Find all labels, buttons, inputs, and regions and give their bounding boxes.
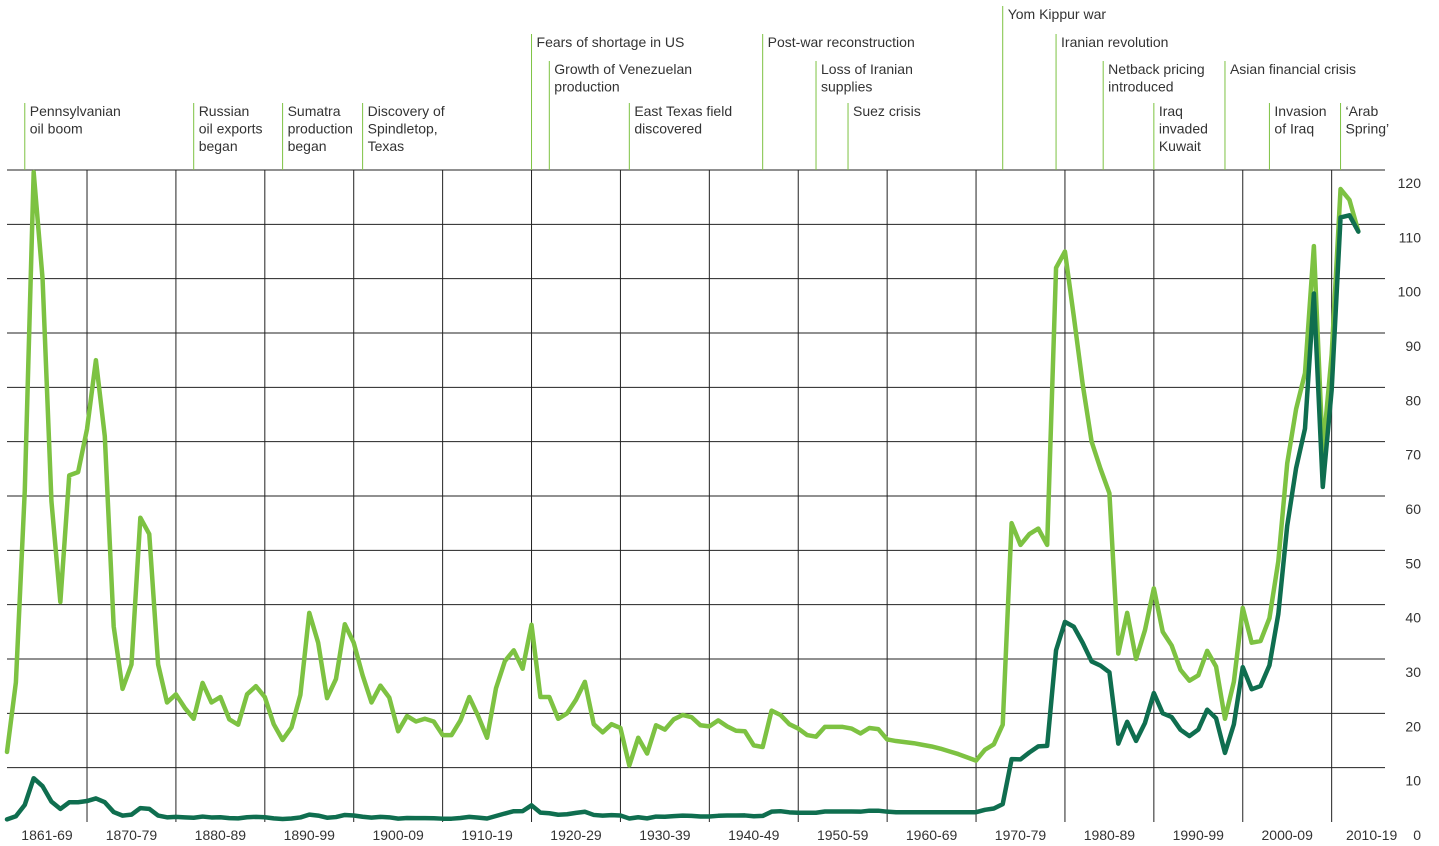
annotation-text: ‘Arab xyxy=(1346,103,1379,119)
annotation-text: Iranian revolution xyxy=(1061,34,1168,50)
annotation-text: Iraq xyxy=(1159,103,1183,119)
x-tick-label: 1950-59 xyxy=(817,827,869,843)
x-tick-label: 1910-19 xyxy=(461,827,513,843)
x-tick-label: 1970-79 xyxy=(995,827,1047,843)
annotation-text: Spring’ xyxy=(1346,121,1390,137)
x-tick-label: 1930-39 xyxy=(639,827,691,843)
y-tick-label: 90 xyxy=(1405,338,1421,354)
annotation-text: Pennsylvanian xyxy=(30,103,121,119)
y-tick-label: 20 xyxy=(1405,718,1421,734)
y-tick-label: 100 xyxy=(1398,284,1422,300)
annotation-text: Loss of Iranian xyxy=(821,61,913,77)
y-tick-label: 120 xyxy=(1398,175,1422,191)
annotation-text: Fears of shortage in US xyxy=(537,34,685,50)
annotation-text: Yom Kippur war xyxy=(1008,6,1107,22)
annotation-text: supplies xyxy=(821,79,872,95)
annotation-text: of Iraq xyxy=(1274,121,1314,137)
x-tick-label: 2010-19 xyxy=(1346,827,1398,843)
annotation-text: Growth of Venezuelan xyxy=(554,61,692,77)
x-tick-label: 1870-79 xyxy=(106,827,158,843)
x-tick-label: 1940-49 xyxy=(728,827,780,843)
x-tick-label: 1861-69 xyxy=(21,827,73,843)
annotation-text: Netback pricing xyxy=(1108,61,1205,77)
annotation-text: production xyxy=(288,121,353,137)
y-tick-label: 30 xyxy=(1405,664,1421,680)
x-tick-label: 1890-99 xyxy=(284,827,336,843)
annotation-text: Sumatra xyxy=(288,103,341,119)
annotation-text: began xyxy=(288,138,327,154)
price-line xyxy=(4,169,1361,768)
y-tick-label: 60 xyxy=(1405,501,1421,517)
y-tick-label: 110 xyxy=(1399,229,1422,245)
annotation-text: introduced xyxy=(1108,79,1173,95)
annotation-text: oil boom xyxy=(30,121,83,137)
x-tick-label: 1920-29 xyxy=(550,827,602,843)
annotation-text: Spindletop, xyxy=(368,121,438,137)
y-tick-label: 10 xyxy=(1405,773,1421,789)
annotation-text: Post-war reconstruction xyxy=(768,34,915,50)
y-tick-label: 70 xyxy=(1405,447,1421,463)
annotation-text: Russian xyxy=(199,103,250,119)
x-tick-label: 1990-99 xyxy=(1173,827,1225,843)
annotation-text: Suez crisis xyxy=(853,103,921,119)
annotation-text: East Texas field xyxy=(634,103,732,119)
annotation-text: discovered xyxy=(634,121,702,137)
annotation-text: Texas xyxy=(368,138,405,154)
annotation-text: Kuwait xyxy=(1159,138,1201,154)
annotation-text: production xyxy=(554,79,619,95)
annotation-text: began xyxy=(199,138,238,154)
x-tick-label: 1960-69 xyxy=(906,827,958,843)
y-tick-label: 50 xyxy=(1405,555,1421,571)
annotation-text: Asian financial crisis xyxy=(1230,61,1356,77)
x-tick-label: 1980-89 xyxy=(1084,827,1136,843)
price-line xyxy=(4,213,1361,822)
y-tick-label: 40 xyxy=(1405,610,1421,626)
y-tick-label: 80 xyxy=(1405,392,1421,408)
y-tick-label: 0 xyxy=(1413,827,1421,843)
x-tick-label: 2000-09 xyxy=(1262,827,1314,843)
x-tick-label: 1900-09 xyxy=(372,827,424,843)
annotation-text: Invasion xyxy=(1274,103,1326,119)
annotation-text: oil exports xyxy=(199,121,263,137)
annotation-text: Discovery of xyxy=(368,103,445,119)
x-tick-label: 1880-89 xyxy=(195,827,247,843)
annotation-text: invaded xyxy=(1159,121,1208,137)
